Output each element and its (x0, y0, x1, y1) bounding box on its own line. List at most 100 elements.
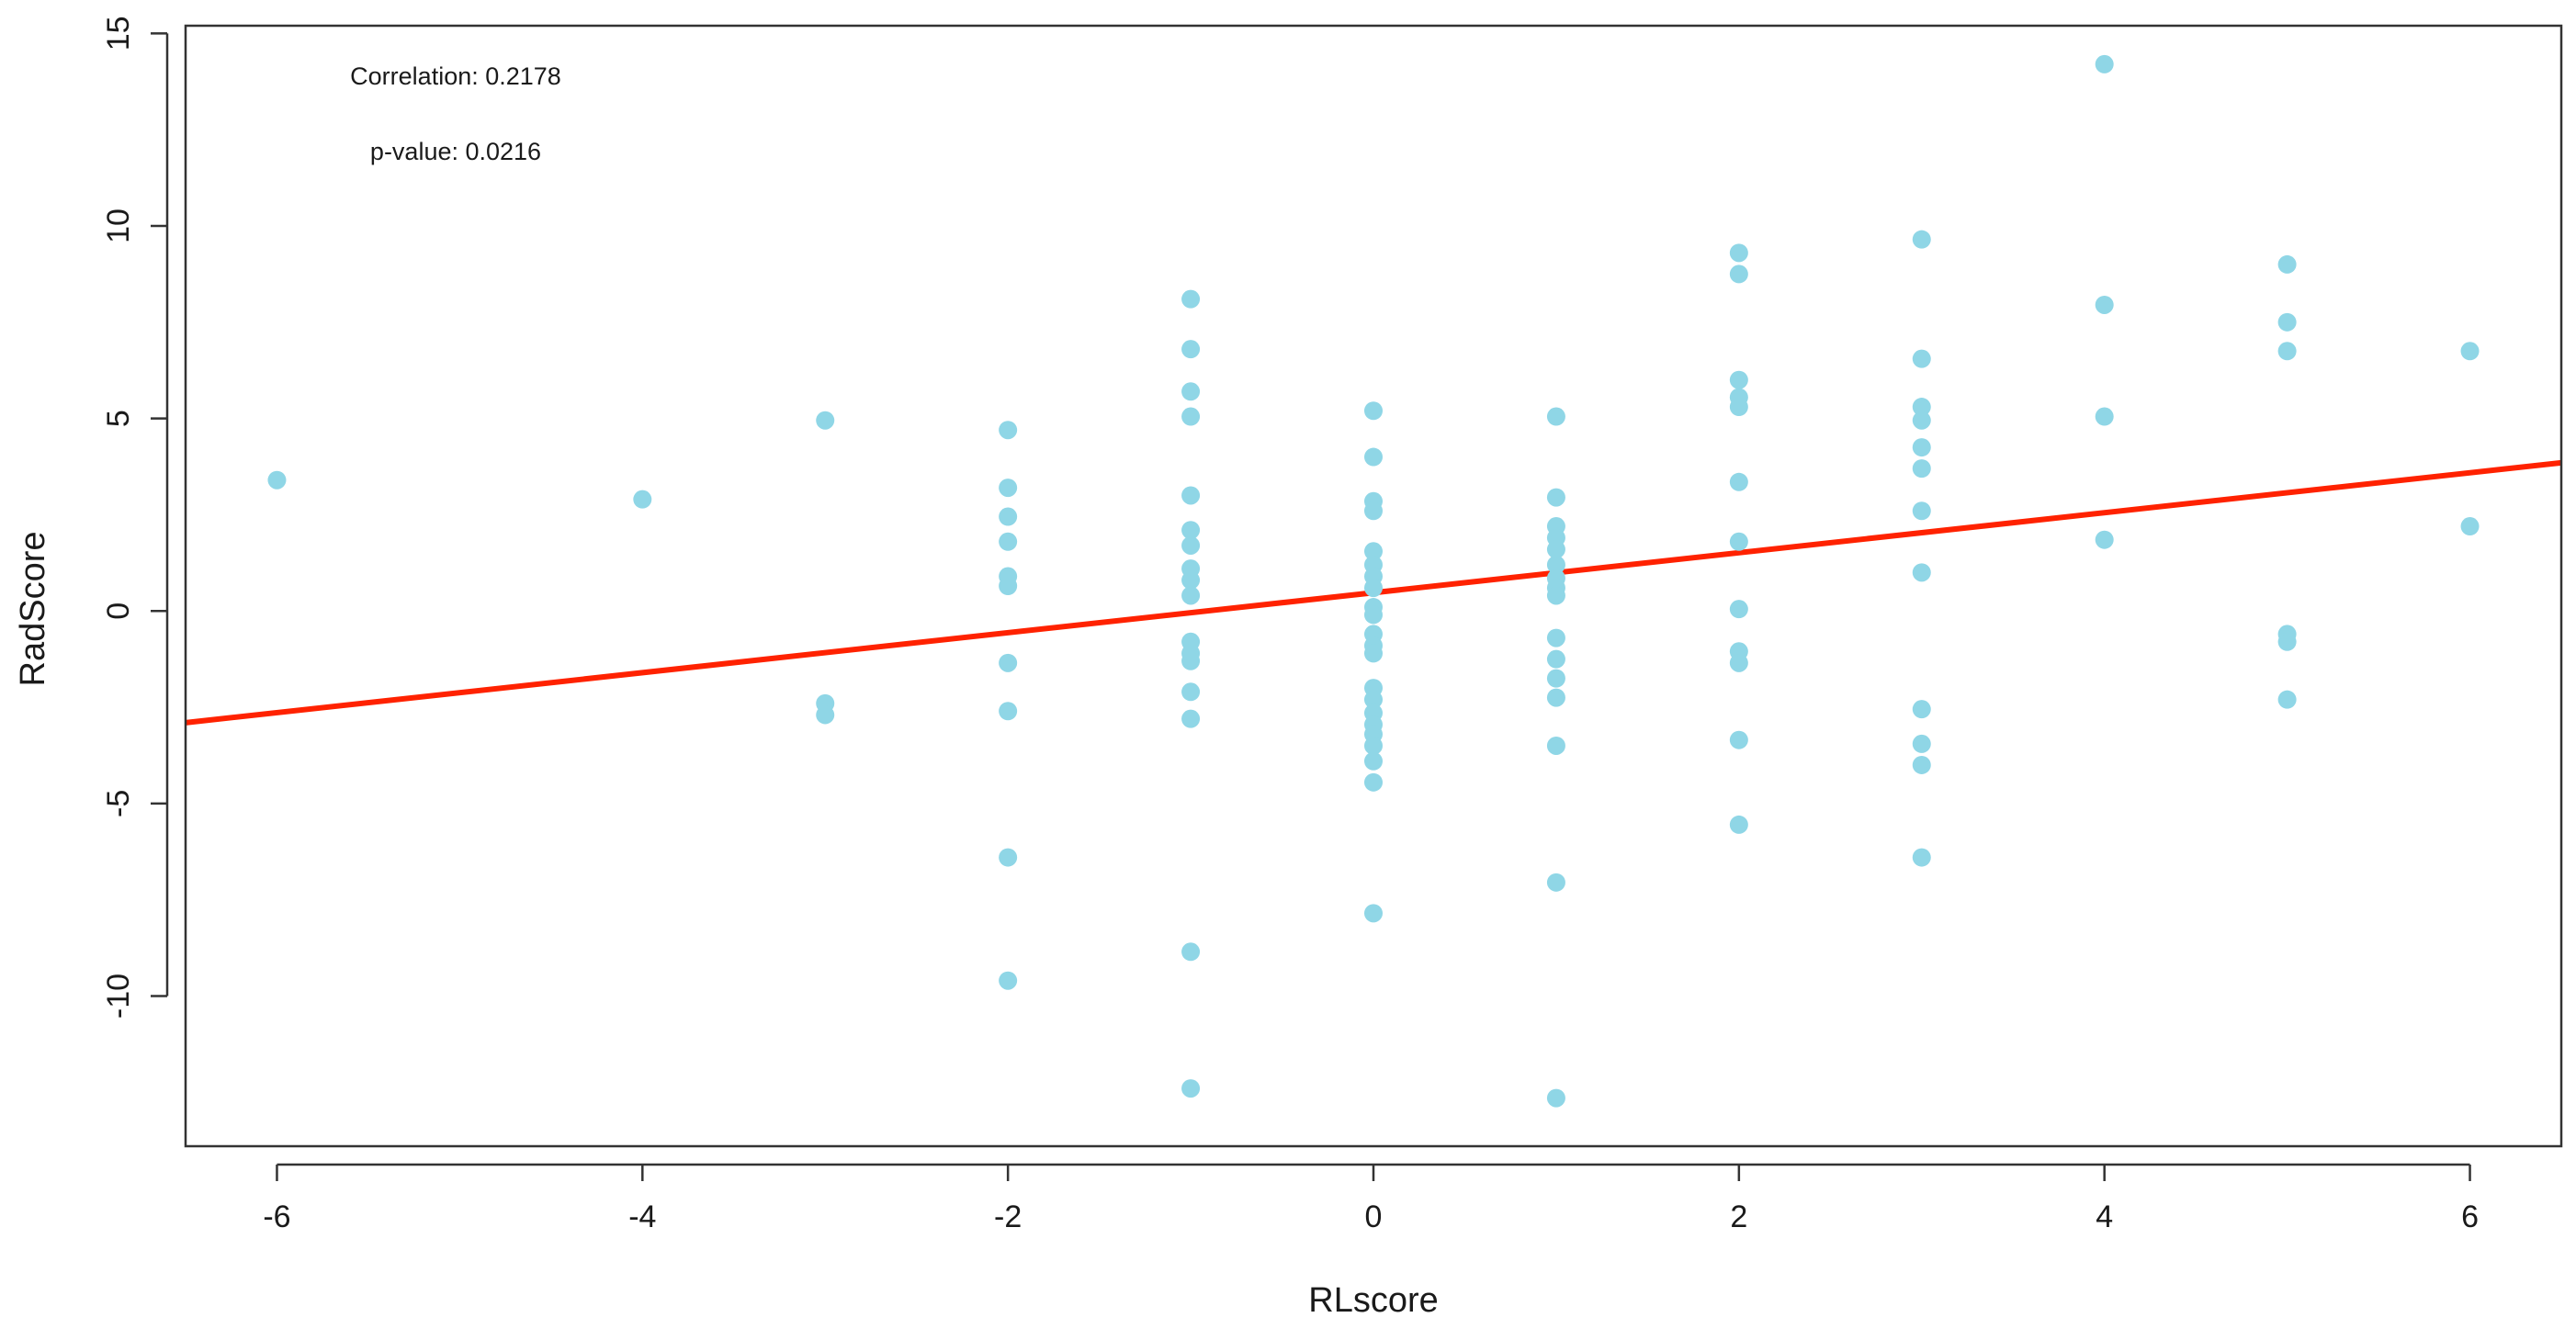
data-point (1181, 535, 1201, 555)
data-point (1546, 688, 1565, 707)
data-point (1546, 586, 1565, 605)
data-point (1546, 1088, 1565, 1108)
data-point (1364, 401, 1383, 421)
data-point (267, 470, 287, 490)
data-point (2277, 312, 2297, 332)
data-point (1912, 230, 1931, 249)
data-point (1364, 579, 1383, 598)
data-point (1729, 398, 1748, 417)
x-tick-label: 4 (2096, 1199, 2113, 1234)
data-point (1912, 459, 1931, 479)
data-point (1181, 340, 1201, 359)
data-point (1364, 605, 1383, 625)
data-point (999, 653, 1018, 672)
x-tick-label: -6 (263, 1199, 290, 1234)
data-point (1546, 669, 1565, 688)
data-point (2095, 530, 2114, 549)
y-tick-label: 15 (101, 16, 136, 51)
data-point (1364, 447, 1383, 467)
data-point (1729, 730, 1748, 749)
data-point (999, 479, 1018, 498)
data-point (2277, 632, 2297, 651)
data-point (1912, 349, 1931, 368)
data-point (1546, 873, 1565, 892)
data-point (999, 971, 1018, 990)
data-point (1729, 532, 1748, 551)
data-point (2460, 342, 2480, 361)
data-point (1181, 570, 1201, 590)
data-point (999, 577, 1018, 595)
x-tick-label: -2 (994, 1199, 1022, 1234)
data-point (1546, 407, 1565, 426)
x-axis-title: RLscore (1308, 1281, 1439, 1320)
data-point (1364, 904, 1383, 923)
data-point (1364, 501, 1383, 521)
data-point (2460, 517, 2480, 536)
data-point (1729, 815, 1748, 834)
data-point (2095, 407, 2114, 426)
y-tick-label: -10 (101, 974, 136, 1019)
p-value-annotation: p-value: 0.0216 (370, 138, 541, 165)
data-point (1912, 755, 1931, 774)
data-point (2095, 295, 2114, 314)
correlation-annotation: Correlation: 0.2178 (350, 62, 561, 90)
data-point (1729, 472, 1748, 491)
data-point (1546, 540, 1565, 559)
data-point (1364, 751, 1383, 771)
data-point (1912, 501, 1931, 521)
data-point (999, 507, 1018, 526)
data-point (2277, 690, 2297, 709)
data-point (1181, 407, 1201, 426)
y-tick-label: 5 (101, 410, 136, 427)
data-point (1546, 628, 1565, 647)
data-point (1364, 542, 1383, 561)
y-tick-label: 10 (101, 208, 136, 243)
data-point (999, 702, 1018, 721)
data-point (633, 490, 652, 509)
data-point (1912, 398, 1931, 417)
data-point (1912, 411, 1931, 430)
data-point (1546, 649, 1565, 669)
data-point (2277, 254, 2297, 274)
data-point (999, 848, 1018, 867)
data-point (1912, 438, 1931, 457)
data-point (1912, 848, 1931, 867)
data-point (1181, 651, 1201, 670)
data-point (1364, 690, 1383, 709)
data-point (999, 421, 1018, 440)
data-point (1181, 1079, 1201, 1098)
y-tick-label: -5 (101, 790, 136, 817)
data-point (1364, 644, 1383, 663)
x-tick-label: 6 (2461, 1199, 2479, 1234)
data-point (999, 532, 1018, 551)
data-point (1546, 488, 1565, 507)
data-point (1181, 709, 1201, 728)
y-axis-title: RadScore (14, 532, 52, 687)
data-point (1546, 555, 1565, 574)
data-point (1729, 370, 1748, 389)
x-tick-label: 2 (1730, 1199, 1747, 1234)
y-axis: -10 -5 0 5 10 15 (101, 16, 169, 1019)
data-point (816, 705, 835, 725)
data-point (1181, 942, 1201, 962)
data-point (1181, 586, 1201, 605)
x-tick-label: -4 (628, 1199, 656, 1234)
data-point (1181, 486, 1201, 505)
data-point (1364, 772, 1383, 792)
points-layer (267, 54, 2480, 1108)
data-point (1729, 600, 1748, 619)
x-tick-label: 0 (1365, 1199, 1383, 1234)
data-point (1729, 243, 1748, 263)
data-point (1181, 521, 1201, 540)
data-point (2095, 54, 2114, 73)
data-point (1912, 700, 1931, 719)
x-axis: -6 -4 -2 0 2 4 6 (263, 1163, 2479, 1234)
data-point (1181, 682, 1201, 702)
plot-frame (184, 24, 2563, 1148)
data-point (1181, 289, 1201, 309)
data-point (1546, 736, 1565, 755)
data-point (1729, 653, 1748, 672)
data-point (1912, 734, 1931, 753)
